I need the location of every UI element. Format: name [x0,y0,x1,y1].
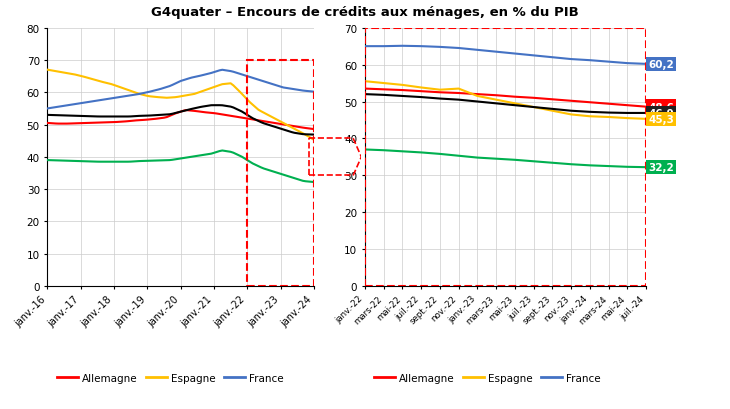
Text: 32,2: 32,2 [648,163,674,173]
Text: 46,9: 46,9 [648,109,674,119]
Text: 45,3: 45,3 [648,115,674,124]
Text: G4quater – Encours de crédits aux ménages, en % du PIB: G4quater – Encours de crédits aux ménage… [151,6,579,19]
Bar [247,61,314,286]
Legend: Italie, zone euro: Italie, zone euro [53,405,197,409]
Text: 60,2: 60,2 [648,60,674,70]
Legend: Italie, zone euro: Italie, zone euro [370,405,515,409]
Text: 48,6: 48,6 [648,102,674,112]
